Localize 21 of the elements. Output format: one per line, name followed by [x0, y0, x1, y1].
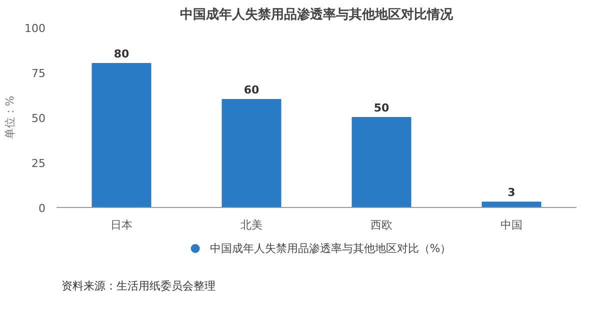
y-tick-label: 75	[32, 67, 46, 80]
y-tick-label: 0	[38, 202, 46, 215]
chart-title: 中国成年人失禁用品渗透率与其他地区对比情况	[180, 6, 454, 22]
text: 资料来源：生活用纸委员会整理	[62, 280, 216, 292]
bar	[92, 63, 152, 208]
data-label: 3	[508, 186, 516, 200]
x-tick-label: 北美	[240, 218, 262, 232]
y-tick-label: 50	[32, 112, 46, 125]
legend-label: 中国成年人失禁用品渗透率与其他地区对比（%）	[210, 240, 452, 256]
data-label: 50	[374, 102, 390, 114]
bar	[482, 202, 542, 208]
y-tick-label: 100	[24, 22, 46, 35]
data-label: 80	[114, 48, 130, 60]
x-tick-label: 日本	[110, 218, 132, 232]
bar	[352, 117, 412, 208]
y-tick-label: 25	[32, 157, 46, 170]
data-label: 60	[244, 84, 260, 96]
x-tick-label: 中国	[500, 218, 522, 232]
bar	[222, 99, 282, 208]
x-tick-label: 西欧	[370, 218, 392, 232]
y-axis-title: 单位：%	[4, 96, 17, 140]
